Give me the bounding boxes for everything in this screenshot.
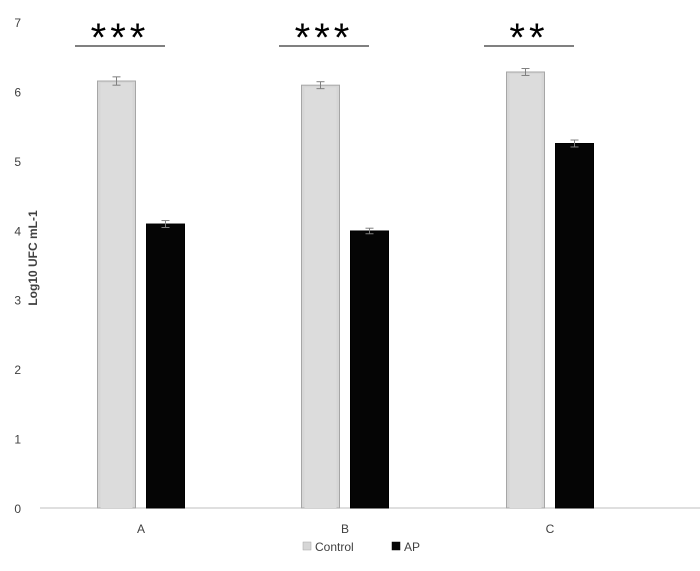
significance-marker: ** xyxy=(509,16,548,60)
legend-swatch-control xyxy=(302,541,312,551)
y-tick-label: 1 xyxy=(14,433,21,447)
legend-swatch-ap xyxy=(391,541,401,551)
significance-marker: *** xyxy=(91,16,150,60)
x-tick-label: B xyxy=(341,522,349,536)
y-tick-label: 2 xyxy=(14,363,21,377)
bar-ap-c xyxy=(555,139,594,509)
y-tick-label: 0 xyxy=(14,502,21,516)
bar-highlight xyxy=(100,83,133,508)
y-axis-label: Log10 UFC mL-1 xyxy=(26,210,40,306)
bar-ap-b xyxy=(350,227,389,509)
legend-label-ap: AP xyxy=(404,540,420,554)
y-tick-label: 7 xyxy=(14,16,21,30)
legend: Control AP xyxy=(302,540,420,554)
x-tick-label: A xyxy=(137,522,145,536)
legend-label-control: Control xyxy=(315,540,354,554)
bar-ap-a xyxy=(146,220,185,509)
significance-marker: *** xyxy=(295,16,354,60)
bar-highlight xyxy=(509,73,542,508)
bar-control-a xyxy=(97,76,136,509)
y-tick-label: 6 xyxy=(14,85,21,99)
bar-control-c xyxy=(506,68,545,509)
bar xyxy=(555,143,594,509)
y-axis-label-group: Log10 UFC mL-1 xyxy=(26,210,40,306)
bar-highlight xyxy=(304,87,337,509)
y-tick-label: 3 xyxy=(14,294,21,308)
x-tick-label: C xyxy=(546,522,555,536)
bar xyxy=(146,223,185,509)
bar-control-b xyxy=(301,81,340,509)
y-tick-label: 5 xyxy=(14,155,21,169)
y-tick-label: 4 xyxy=(14,224,21,238)
bar xyxy=(350,230,389,509)
